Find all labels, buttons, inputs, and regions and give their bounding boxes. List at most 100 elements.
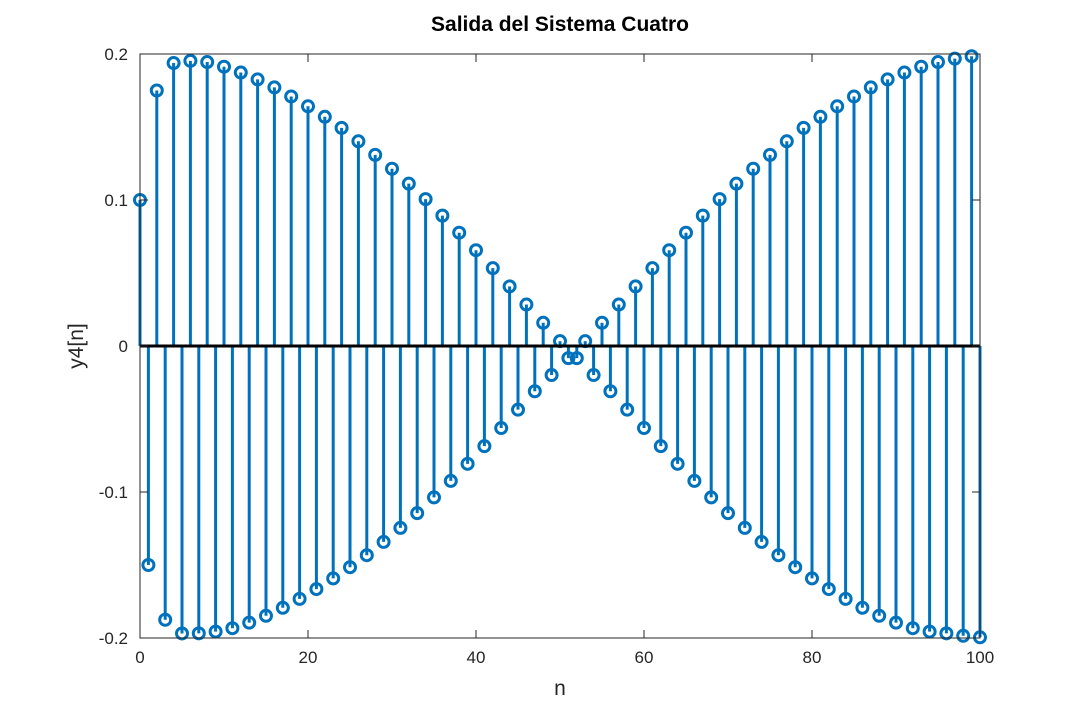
stem-marker (301, 99, 315, 114)
stem-marker (704, 490, 719, 505)
stem-marker (628, 279, 643, 294)
stem-marker (511, 402, 525, 417)
stem-marker (863, 80, 878, 95)
stem-marker (385, 161, 399, 176)
y-tick-label: 0.1 (104, 191, 128, 210)
stem-marker (889, 615, 903, 630)
chart-title: Salida del Sistema Cuatro (431, 13, 689, 36)
stem-marker (485, 261, 500, 276)
stem-marker (149, 83, 164, 98)
stem-marker (544, 368, 559, 383)
stem-marker (208, 624, 223, 639)
stem-marker (443, 473, 458, 488)
stem-marker (779, 134, 794, 149)
stem-marker (653, 439, 668, 454)
stem-marker (275, 600, 290, 615)
x-tick-label: 100 (966, 648, 994, 667)
stem-series (133, 49, 987, 645)
stem-marker (771, 548, 786, 563)
stem-marker (964, 49, 979, 64)
stem-marker (309, 582, 324, 597)
stem-marker (880, 72, 895, 87)
stem-marker (897, 65, 912, 80)
stem-marker (905, 621, 920, 636)
stem-marker (267, 80, 282, 95)
stem-marker (805, 571, 819, 586)
y-tick-label: 0.2 (104, 45, 128, 64)
y-tick-label: -0.1 (99, 483, 128, 502)
stem-marker (242, 615, 257, 630)
stem-marker (418, 192, 433, 207)
stem-marker (737, 520, 752, 535)
stem-marker (872, 608, 887, 623)
y-tick-label: 0 (119, 337, 128, 356)
stem-marker (435, 208, 450, 223)
stem-marker (595, 315, 609, 330)
stem-marker (284, 89, 299, 104)
y-axis-title: y4[n] (65, 323, 88, 369)
stem-marker (687, 473, 702, 488)
stem-marker (460, 456, 475, 471)
stem-marker (637, 421, 651, 436)
stem-marker (427, 490, 441, 505)
stem-marker (855, 600, 870, 615)
stem-marker (838, 591, 853, 606)
stem-marker (225, 621, 240, 636)
stem-marker (662, 243, 677, 258)
stem-marker (721, 506, 735, 521)
stem-marker (326, 571, 341, 586)
stem-marker (183, 53, 198, 68)
stem-marker (317, 109, 332, 124)
stem-marker (914, 59, 929, 74)
stem-marker (956, 628, 971, 643)
stem-marker (250, 72, 265, 87)
stem-marker (200, 55, 215, 70)
x-tick-label: 80 (803, 648, 822, 667)
stem-marker (191, 626, 206, 641)
y-axis: -0.2 -0.1 0 0.1 0.2 (99, 45, 980, 648)
stem-marker (368, 147, 383, 162)
stem-marker (259, 608, 273, 623)
stem-marker (645, 261, 660, 276)
stem-marker (821, 582, 836, 597)
x-tick-label: 0 (135, 648, 144, 667)
stem-marker (477, 439, 492, 454)
stem-marker (670, 456, 685, 471)
stem-marker (847, 89, 861, 104)
stem-marker (502, 279, 517, 294)
stem-marker (763, 147, 777, 162)
stem-marker (292, 591, 307, 606)
stem-marker (351, 134, 366, 149)
stem-marker (947, 51, 962, 66)
stem-marker (527, 384, 542, 399)
stem-marker (494, 421, 509, 436)
stem-marker (695, 208, 710, 223)
stem-marker (217, 59, 231, 74)
stem-marker (233, 65, 248, 80)
stem-marker (452, 225, 467, 240)
stem-marker (569, 351, 584, 366)
stem-marker (334, 120, 349, 135)
stem-marker (679, 225, 693, 240)
stem-marker (359, 548, 374, 563)
stem-marker (158, 612, 173, 627)
stem-marker (175, 626, 189, 641)
stem-marker (729, 176, 744, 191)
stem-marker (393, 520, 408, 535)
x-tick-label: 20 (299, 648, 318, 667)
x-axis-title: n (554, 677, 566, 700)
stem-marker (611, 297, 626, 312)
stem-marker (166, 56, 181, 71)
stem-marker (830, 99, 845, 114)
stem-marker (746, 161, 761, 176)
stem-marker (536, 315, 551, 330)
stem-marker (788, 560, 803, 575)
stem-marker (813, 109, 828, 124)
stem-marker (401, 176, 416, 191)
stem-marker (620, 402, 635, 417)
stem-marker (603, 384, 618, 399)
x-axis: 0 20 40 60 80 100 (135, 54, 994, 667)
stem-marker (519, 297, 534, 312)
stem-marker (561, 351, 576, 366)
